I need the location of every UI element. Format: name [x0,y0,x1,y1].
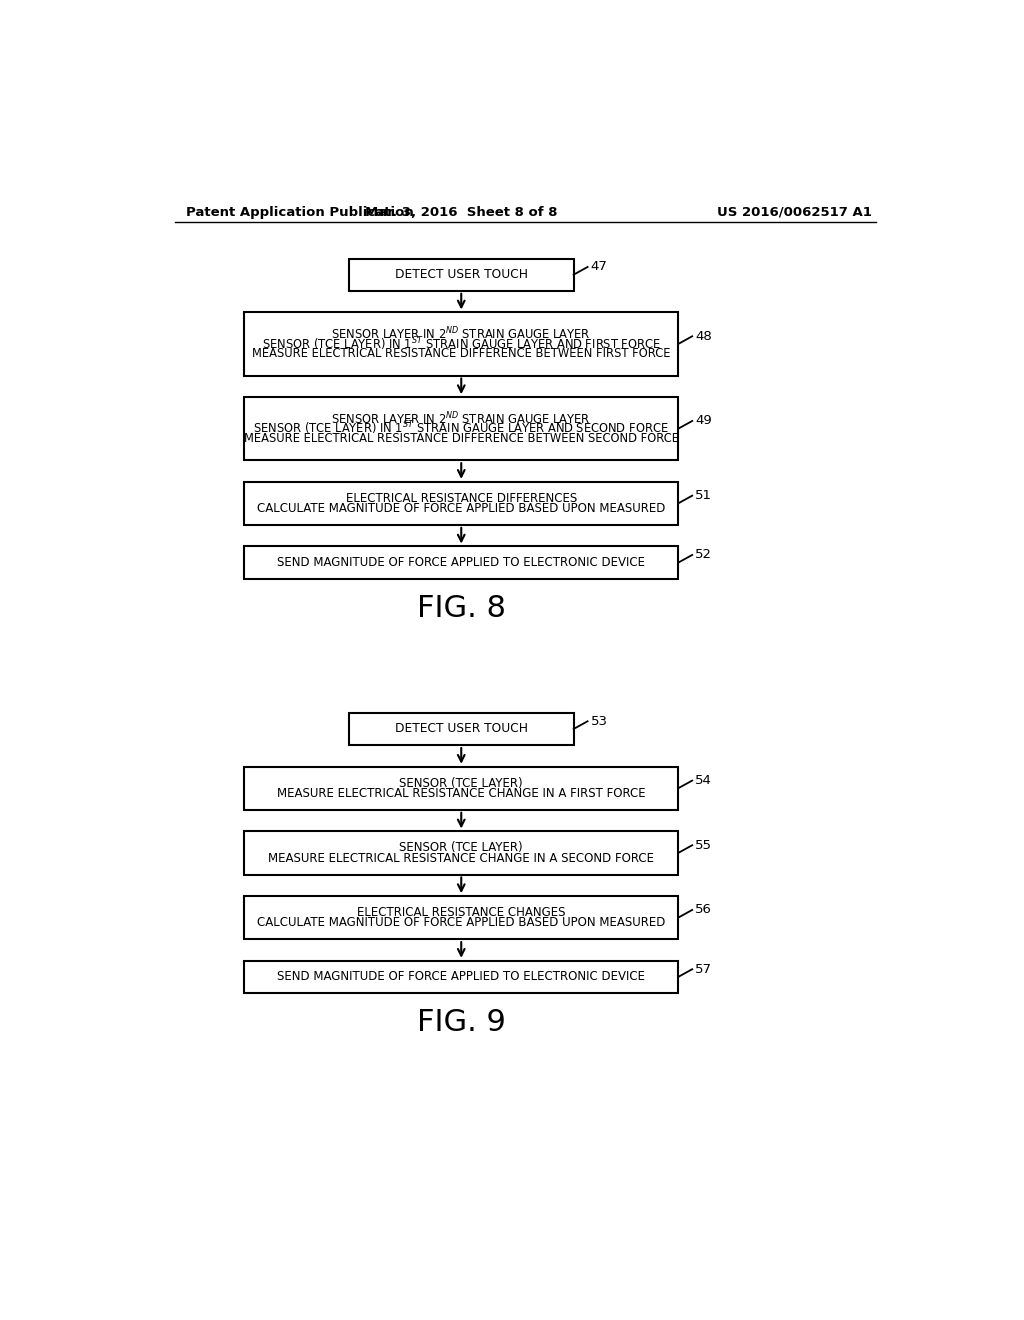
Bar [245,482,678,525]
Text: CALCULATE MAGNITUDE OF FORCE APPLIED BASED UPON MEASURED: CALCULATE MAGNITUDE OF FORCE APPLIED BAS… [257,916,666,929]
Bar [245,767,678,810]
Text: SEND MAGNITUDE OF FORCE APPLIED TO ELECTRONIC DEVICE: SEND MAGNITUDE OF FORCE APPLIED TO ELECT… [278,970,645,983]
Text: DETECT USER TOUCH: DETECT USER TOUCH [394,268,527,281]
Text: SENSOR (TCE LAYER): SENSOR (TCE LAYER) [399,776,523,789]
Text: DETECT USER TOUCH: DETECT USER TOUCH [394,722,527,735]
Text: CALCULATE MAGNITUDE OF FORCE APPLIED BASED UPON MEASURED: CALCULATE MAGNITUDE OF FORCE APPLIED BAS… [257,502,666,515]
Text: MEASURE ELECTRICAL RESISTANCE DIFFERENCE BETWEEN FIRST FORCE: MEASURE ELECTRICAL RESISTANCE DIFFERENCE… [252,347,671,360]
Bar [245,397,678,461]
Bar [245,832,678,875]
Text: SENSOR LAYER IN 2$^{ND}$ STRAIN GAUGE LAYER: SENSOR LAYER IN 2$^{ND}$ STRAIN GAUGE LA… [332,411,591,428]
Text: SEND MAGNITUDE OF FORCE APPLIED TO ELECTRONIC DEVICE: SEND MAGNITUDE OF FORCE APPLIED TO ELECT… [278,556,645,569]
Text: 48: 48 [695,330,712,343]
Text: FIG. 9: FIG. 9 [417,1008,506,1036]
Bar [349,713,573,744]
Bar [245,313,678,376]
Text: SENSOR (TCE LAYER) IN 1$^{ST}$ STRAIN GAUGE LAYER AND FIRST FORCE: SENSOR (TCE LAYER) IN 1$^{ST}$ STRAIN GA… [262,335,660,352]
Text: SENSOR (TCE LAYER) IN 1$^{ST}$ STRAIN GAUGE LAYER AND SECOND FORCE: SENSOR (TCE LAYER) IN 1$^{ST}$ STRAIN GA… [253,420,669,437]
Text: 56: 56 [695,903,712,916]
Text: SENSOR LAYER IN 2$^{ND}$ STRAIN GAUGE LAYER: SENSOR LAYER IN 2$^{ND}$ STRAIN GAUGE LA… [332,326,591,342]
Text: FIG. 8: FIG. 8 [417,594,506,623]
Bar [245,896,678,940]
Text: 49: 49 [695,414,712,428]
Text: MEASURE ELECTRICAL RESISTANCE CHANGE IN A SECOND FORCE: MEASURE ELECTRICAL RESISTANCE CHANGE IN … [268,851,654,865]
Text: 53: 53 [591,714,607,727]
Text: US 2016/0062517 A1: US 2016/0062517 A1 [717,206,872,219]
Text: Patent Application Publication: Patent Application Publication [186,206,414,219]
Text: ELECTRICAL RESISTANCE CHANGES: ELECTRICAL RESISTANCE CHANGES [357,906,565,919]
Bar [245,546,678,579]
Text: MEASURE ELECTRICAL RESISTANCE DIFFERENCE BETWEEN SECOND FORCE: MEASURE ELECTRICAL RESISTANCE DIFFERENCE… [244,432,679,445]
Bar [245,961,678,993]
Text: ELECTRICAL RESISTANCE DIFFERENCES: ELECTRICAL RESISTANCE DIFFERENCES [346,492,577,504]
Text: Mar. 3, 2016  Sheet 8 of 8: Mar. 3, 2016 Sheet 8 of 8 [365,206,557,219]
Text: MEASURE ELECTRICAL RESISTANCE CHANGE IN A FIRST FORCE: MEASURE ELECTRICAL RESISTANCE CHANGE IN … [276,787,645,800]
Text: 51: 51 [695,490,713,502]
Text: 55: 55 [695,838,713,851]
Bar [349,259,573,290]
Text: 47: 47 [591,260,607,273]
Text: 54: 54 [695,774,712,787]
Text: SENSOR (TCE LAYER): SENSOR (TCE LAYER) [399,841,523,854]
Text: 52: 52 [695,548,713,561]
Text: 57: 57 [695,962,713,975]
